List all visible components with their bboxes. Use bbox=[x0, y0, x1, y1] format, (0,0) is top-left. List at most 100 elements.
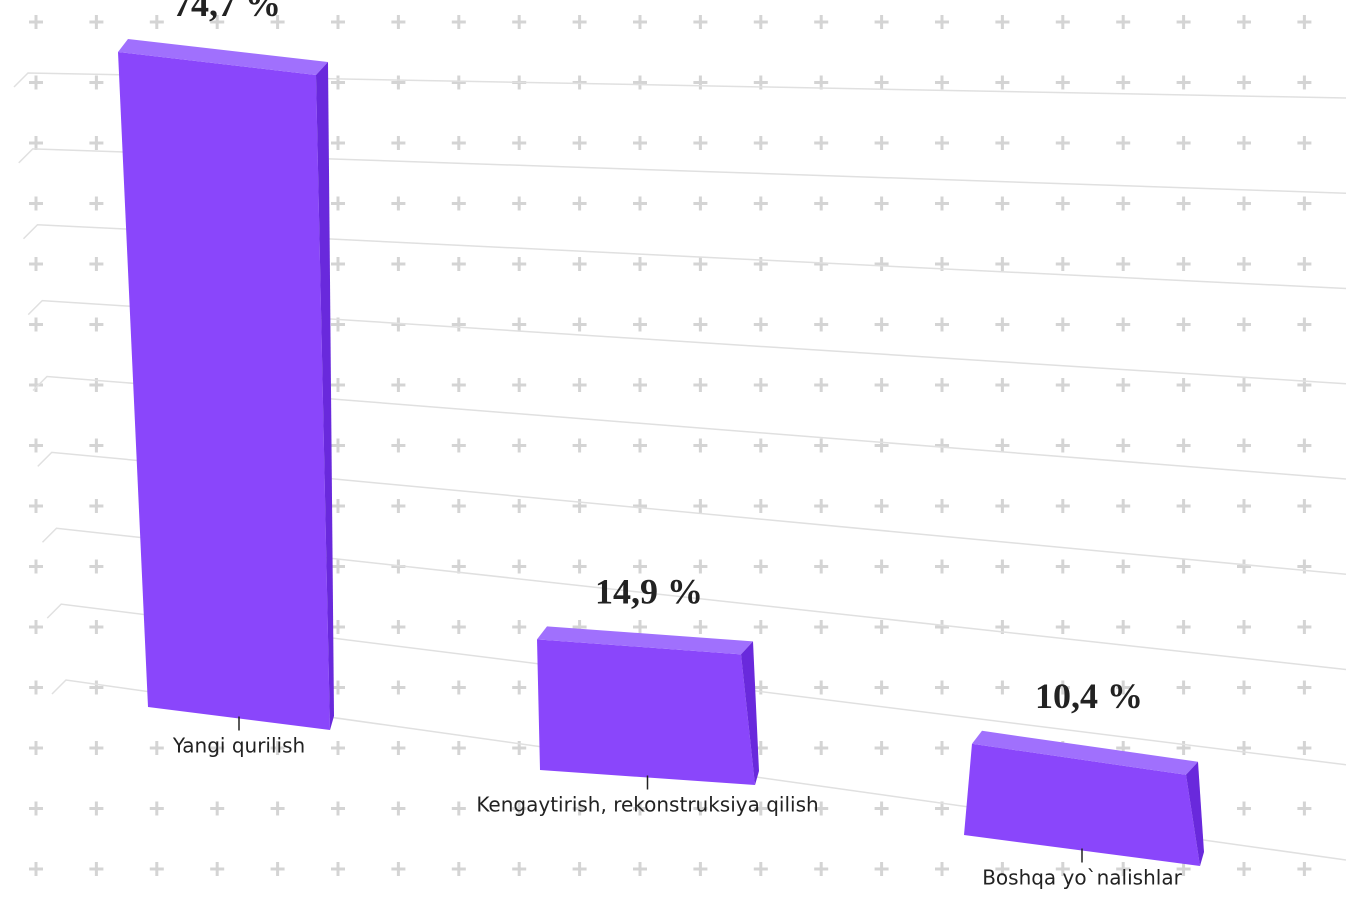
gridline bbox=[37, 451, 1346, 575]
plus-pattern-mark bbox=[753, 559, 768, 574]
plus-pattern-mark bbox=[210, 862, 225, 876]
plus-pattern-mark bbox=[89, 620, 104, 634]
plus-pattern-mark bbox=[1055, 136, 1070, 150]
plus-pattern-mark bbox=[391, 801, 406, 816]
data-label: 10,4 % bbox=[1035, 676, 1143, 716]
plus-pattern-mark bbox=[1116, 620, 1131, 634]
plus-pattern-mark bbox=[1176, 15, 1191, 29]
plus-pattern-mark bbox=[391, 136, 406, 150]
plus-pattern-mark bbox=[451, 559, 466, 574]
plus-pattern-mark bbox=[451, 438, 466, 453]
plus-pattern-mark bbox=[1055, 680, 1070, 695]
plus-pattern-mark bbox=[29, 741, 43, 755]
plus-pattern-mark bbox=[874, 378, 889, 392]
category-label: Kengaytirish, rekonstruksiya qilish bbox=[476, 793, 818, 817]
plus-pattern-mark bbox=[1176, 257, 1191, 271]
plus-pattern-mark bbox=[633, 317, 647, 332]
plus-pattern-mark bbox=[693, 378, 708, 392]
plus-pattern-mark bbox=[391, 196, 406, 211]
plus-pattern-mark bbox=[814, 620, 829, 634]
plus-pattern-mark bbox=[1176, 499, 1191, 513]
bar bbox=[964, 743, 1200, 866]
plus-pattern-mark bbox=[874, 559, 889, 574]
plus-pattern-mark bbox=[1176, 196, 1191, 211]
plus-pattern-mark bbox=[29, 801, 43, 816]
plus-pattern-mark bbox=[995, 378, 1010, 392]
plus-pattern-mark bbox=[512, 741, 527, 755]
plus-pattern-mark bbox=[1297, 15, 1312, 29]
plus-pattern-mark bbox=[1176, 438, 1191, 453]
plus-pattern-mark bbox=[391, 620, 406, 634]
plus-pattern-mark bbox=[451, 499, 466, 513]
plus-pattern-mark bbox=[995, 620, 1010, 634]
plus-pattern-mark bbox=[512, 862, 527, 876]
plus-pattern-mark bbox=[935, 801, 949, 816]
plus-pattern-mark bbox=[270, 801, 285, 816]
plus-pattern-mark bbox=[89, 75, 104, 90]
plus-pattern-mark bbox=[753, 196, 768, 211]
plus-pattern-mark bbox=[633, 559, 647, 574]
bar bbox=[537, 639, 755, 785]
plus-pattern-mark bbox=[451, 620, 466, 634]
plus-pattern-mark bbox=[1237, 317, 1251, 332]
plus-pattern-mark bbox=[814, 196, 829, 211]
plus-pattern-mark bbox=[814, 438, 829, 453]
plus-pattern-mark bbox=[753, 75, 768, 90]
plus-pattern-mark bbox=[572, 499, 587, 513]
plus-pattern-mark bbox=[1176, 741, 1191, 755]
plus-pattern-mark bbox=[89, 317, 104, 332]
plus-pattern-mark bbox=[1297, 196, 1312, 211]
plus-pattern-mark bbox=[1116, 438, 1131, 453]
gridline bbox=[41, 527, 1346, 671]
plus-pattern-mark bbox=[1237, 862, 1251, 876]
plus-pattern-mark bbox=[331, 741, 345, 755]
plus-pattern-mark bbox=[1237, 15, 1251, 29]
gridline bbox=[18, 148, 1346, 194]
plus-pattern-mark bbox=[814, 559, 829, 574]
plus-pattern-mark bbox=[995, 15, 1010, 29]
plus-pattern-mark bbox=[1297, 741, 1312, 755]
plus-pattern-mark bbox=[391, 75, 406, 90]
plus-pattern-mark bbox=[89, 257, 104, 271]
plus-pattern-mark bbox=[1297, 136, 1312, 150]
plus-pattern-mark bbox=[1237, 136, 1251, 150]
plus-pattern-mark bbox=[89, 680, 104, 695]
plus-pattern-mark bbox=[331, 257, 345, 271]
plus-pattern-mark bbox=[995, 862, 1010, 876]
plus-pattern-mark bbox=[874, 257, 889, 271]
plus-pattern-mark bbox=[149, 741, 164, 755]
bars bbox=[118, 39, 1204, 866]
plus-pattern-mark bbox=[633, 15, 647, 29]
plus-pattern-mark bbox=[331, 620, 345, 634]
plus-pattern-mark bbox=[753, 862, 768, 876]
plus-pattern-mark bbox=[29, 378, 43, 392]
plus-pattern-mark bbox=[1237, 559, 1251, 574]
bar-side-face bbox=[741, 641, 759, 785]
plus-pattern-mark bbox=[1055, 438, 1070, 453]
plus-pattern-mark bbox=[1116, 378, 1131, 392]
plus-pattern-mark bbox=[814, 378, 829, 392]
plus-pattern-mark bbox=[1116, 257, 1131, 271]
plus-pattern-mark bbox=[1176, 680, 1191, 695]
plus-pattern-mark bbox=[995, 196, 1010, 211]
plus-pattern-mark bbox=[29, 499, 43, 513]
plus-pattern-mark bbox=[753, 801, 768, 816]
plus-pattern-mark bbox=[935, 378, 949, 392]
plus-pattern-mark bbox=[633, 438, 647, 453]
plus-pattern-mark bbox=[935, 75, 949, 90]
plus-pattern-mark bbox=[753, 620, 768, 634]
plus-pattern-mark bbox=[1176, 559, 1191, 574]
plus-pattern-mark bbox=[1237, 680, 1251, 695]
plus-pattern-mark bbox=[89, 741, 104, 755]
plus-pattern-mark bbox=[995, 136, 1010, 150]
plus-pattern-mark bbox=[1297, 257, 1312, 271]
plus-pattern-mark bbox=[572, 801, 587, 816]
plus-pattern-mark bbox=[1297, 378, 1312, 392]
plus-pattern-mark bbox=[1297, 801, 1312, 816]
plus-pattern-mark bbox=[331, 75, 345, 90]
plus-pattern-mark bbox=[1297, 317, 1312, 332]
gridline bbox=[46, 603, 1346, 766]
plus-pattern-mark bbox=[1176, 75, 1191, 90]
bar-side-face bbox=[1186, 761, 1204, 866]
